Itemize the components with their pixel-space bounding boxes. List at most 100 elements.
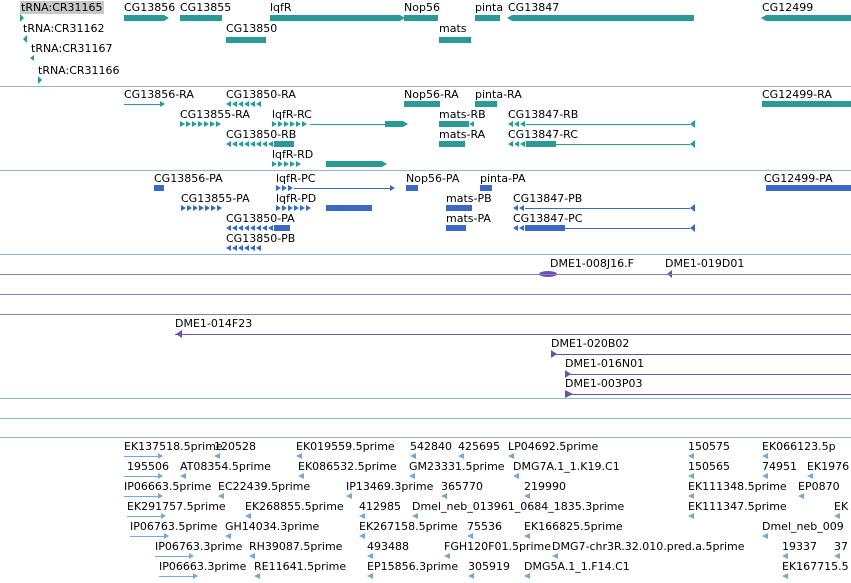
transcript-label[interactable]: CG13847-RC	[508, 128, 578, 141]
exon-chevron[interactable]	[519, 205, 524, 211]
strand-arrow[interactable]	[158, 453, 163, 459]
protein-label[interactable]: CG13847-PC	[513, 212, 583, 225]
est-mark[interactable]	[468, 573, 474, 579]
est-label[interactable]: 542840	[410, 440, 452, 453]
est-mark[interactable]	[298, 473, 304, 479]
protein-label[interactable]: lqfR-PD	[276, 192, 317, 205]
est-mark[interactable]	[782, 573, 788, 579]
exon-chevron[interactable]	[519, 225, 524, 231]
gene-label[interactable]: CG13847	[508, 1, 560, 14]
strand-arrow[interactable]	[158, 473, 163, 479]
est-label[interactable]: EK086532.5prime	[298, 460, 397, 473]
est-mark[interactable]	[346, 493, 352, 499]
est-label[interactable]: FGH120F01.5prime	[444, 540, 551, 553]
strand-arrow[interactable]	[390, 185, 395, 191]
transcript-label[interactable]: mats-RB	[439, 108, 486, 121]
transcript-label[interactable]: pinta-RA	[475, 88, 522, 101]
protein-label[interactable]: lqfR-PC	[276, 172, 316, 185]
strand-arrow[interactable]	[690, 224, 695, 232]
est-label[interactable]: 305919	[468, 560, 510, 573]
est-mark[interactable]	[762, 473, 768, 479]
est-mark[interactable]	[688, 453, 694, 459]
est-label[interactable]: IP06663.5prime	[124, 480, 212, 493]
est-mark[interactable]	[524, 493, 530, 499]
transcript-label[interactable]: CG13856-RA	[124, 88, 194, 101]
exon-chevron[interactable]	[288, 205, 293, 211]
est-label[interactable]: RH39087.5prime	[249, 540, 343, 553]
est-mark[interactable]	[513, 473, 519, 479]
gene-glyph[interactable]	[124, 15, 164, 21]
est-mark[interactable]	[296, 453, 302, 459]
exon-chevron[interactable]	[193, 205, 198, 211]
exon-chevron[interactable]	[256, 141, 261, 147]
gene-glyph[interactable]	[439, 37, 471, 43]
exon-chevron[interactable]	[256, 245, 261, 251]
gene-glyph[interactable]	[766, 15, 851, 21]
exon-chevron[interactable]	[278, 121, 283, 127]
trna-glyph[interactable]	[20, 14, 24, 22]
exon-chevron[interactable]	[250, 101, 255, 107]
est-label[interactable]: EK1976	[807, 460, 850, 473]
est-label[interactable]: EP0870	[798, 480, 840, 493]
protein-label[interactable]: mats-PA	[446, 212, 491, 225]
est-label[interactable]: LP04692.5prime	[508, 440, 599, 453]
est-label[interactable]: 37	[834, 540, 848, 553]
gene-label[interactable]: lqfR	[270, 1, 292, 14]
protein-glyph[interactable]	[406, 185, 418, 191]
est-label[interactable]: GH14034.3prime	[225, 520, 320, 533]
est-mark[interactable]	[508, 453, 514, 459]
est-label[interactable]: Dmel_neb_009	[762, 520, 844, 533]
protein-line[interactable]	[294, 188, 390, 189]
transcript-label[interactable]: CG12499-RA	[762, 88, 832, 101]
est-mark[interactable]	[225, 533, 231, 539]
est-line[interactable]	[130, 536, 164, 537]
exon-chevron[interactable]	[250, 141, 255, 147]
intron[interactable]	[310, 124, 385, 125]
est-mark[interactable]	[524, 533, 530, 539]
exon-chevron[interactable]	[250, 245, 255, 251]
est-mark[interactable]	[458, 453, 464, 459]
exon-chevron[interactable]	[256, 225, 261, 231]
exon-chevron[interactable]	[244, 141, 249, 147]
exon-chevron[interactable]	[272, 161, 277, 167]
est-mark[interactable]	[359, 533, 365, 539]
est-mark[interactable]	[807, 473, 813, 479]
exon[interactable]	[526, 141, 556, 147]
est-label[interactable]: IP06663.3prime	[159, 560, 247, 573]
bac-label[interactable]: DME1-003P03	[565, 377, 643, 390]
gene-glyph[interactable]	[512, 15, 694, 21]
est-line[interactable]	[124, 456, 158, 457]
exon-chevron[interactable]	[211, 205, 216, 211]
exon-chevron[interactable]	[217, 205, 222, 211]
intron[interactable]	[526, 124, 690, 125]
gene-label[interactable]: CG13850	[226, 22, 278, 35]
strand-arrow[interactable]	[193, 573, 198, 579]
protein-glyph[interactable]	[446, 225, 466, 231]
est-label[interactable]: 19337	[782, 540, 817, 553]
gene-label[interactable]: CG13856	[124, 1, 176, 14]
strand-arrow[interactable]	[160, 101, 165, 107]
protein-glyph[interactable]	[326, 205, 372, 211]
strand-arrow[interactable]	[164, 533, 169, 539]
strand-arrow[interactable]	[690, 204, 695, 212]
est-label[interactable]: IP13469.3prime	[346, 480, 434, 493]
gene-label[interactable]: tRNA:CR31166	[38, 64, 120, 77]
gene-glyph[interactable]	[475, 15, 500, 21]
est-mark[interactable]	[524, 573, 530, 579]
trna-glyph[interactable]	[23, 35, 27, 43]
exon-chevron[interactable]	[278, 161, 283, 167]
protein-label[interactable]: CG13850-PA	[226, 212, 295, 225]
strand-arrow[interactable]	[690, 140, 695, 148]
strand-arrow[interactable]	[161, 513, 166, 519]
est-mark[interactable]	[218, 493, 224, 499]
exon-chevron[interactable]	[192, 121, 197, 127]
est-line[interactable]	[124, 496, 158, 497]
est-label[interactable]: 150565	[688, 460, 730, 473]
strand-arrow[interactable]	[400, 15, 405, 21]
protein-label[interactable]: mats-PB	[446, 192, 492, 205]
protein-label[interactable]: CG13856-PA	[154, 172, 223, 185]
exon-chevron[interactable]	[250, 225, 255, 231]
strand-arrow[interactable]	[507, 15, 512, 21]
exon-chevron[interactable]	[290, 121, 295, 127]
exon[interactable]	[274, 141, 294, 147]
